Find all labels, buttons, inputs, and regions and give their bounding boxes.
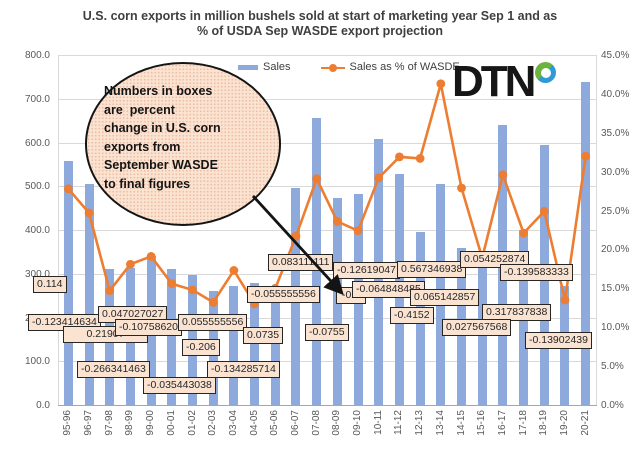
left-axis-tick: 600.0 [24,137,50,149]
x-axis-tick: 97-98 [103,410,115,436]
x-axis-tick: 19-20 [558,410,570,436]
x-axis-tick: 09-10 [352,410,364,436]
x-axis-tick: 12-13 [414,410,426,436]
right-axis-tick: 45.0% [601,50,630,61]
annotation-box: 0.065142857 [410,289,480,306]
left-axis-tick: 0.0 [36,400,50,411]
x-axis-tick: 10-11 [372,410,384,435]
pct-line-point [395,152,404,162]
annotation-box: -0.0755 [305,324,349,341]
x-axis-line [58,405,597,406]
annotation-box: -0.12619047 [333,262,400,279]
gridline [58,361,596,363]
left-axis-tick: 100.0 [24,356,50,368]
legend-item-pct-wasde: Sales as % of WASDE [320,61,460,73]
x-axis-tick: 11-12 [393,410,405,435]
x-axis-tick: 96-97 [83,410,95,436]
x-axis-tick: 06-07 [289,410,301,436]
sales-swatch-icon [238,64,258,70]
annotation-box: 0.0735 [243,327,284,344]
annotation-box: -0.13902439 [525,332,592,349]
x-axis-tick: 05-06 [269,410,281,436]
annotation-box: -0.10758620 [115,319,182,336]
annotation-box: -0.4152 [390,307,434,324]
annotation-box: 0.083111111 [268,254,334,271]
left-axis-tick: 800.0 [24,50,50,61]
dtn-logo-donut-icon [535,62,557,83]
right-axis-tick: 30.0% [601,166,630,178]
left-axis-tick: 700.0 [24,93,50,105]
left-axis-tick: 400.0 [24,225,50,236]
x-axis-tick: 14-15 [455,410,467,436]
callout-text: Numbers in boxes are percent change in U… [104,84,221,191]
dtn-logo-text: DTN [452,57,536,106]
annotation-box: 0.317837838 [482,304,552,321]
annotation-box: -0.035443038 [143,377,216,394]
dtn-logo: DTN [452,57,557,106]
annotation-box: -0.139583333 [500,264,573,281]
plot-border-right [596,55,597,405]
chart-title: U.S. corn exports in million bushels sol… [0,9,640,39]
pct-line-point [457,183,466,193]
sales-bar [270,296,280,405]
right-axis-tick: 0.0% [601,400,624,411]
annotation-box: 0.047027027 [98,306,168,323]
x-axis-tick: 15-16 [476,410,488,436]
gridline [58,317,596,319]
legend-sales-label: Sales [263,61,291,73]
pct-line-point [436,79,446,89]
pct-line-point [415,154,425,163]
right-axis-tick: 40.0% [601,88,630,100]
pct-wasde-swatch-icon [320,63,345,72]
right-axis-tick: 25.0% [601,205,630,217]
chart-title-line2: % of USDA Sep WASDE export projection [196,24,444,38]
annotation-box: -0.206 [182,339,220,356]
gridline [58,55,596,56]
x-axis-tick: 17-18 [517,410,529,436]
left-axis-tick: 500.0 [24,181,50,193]
x-axis-tick: 18-19 [538,410,550,436]
right-axis-tick: 10.0% [601,322,630,334]
x-axis-tick: 16-17 [496,410,508,436]
x-axis-tick: 13-14 [434,410,446,436]
x-axis-tick: 04-05 [248,410,260,436]
annotation-box: -0.266341463 [77,361,150,378]
x-axis-tick: 20-21 [579,410,591,436]
annotation-box: 0.027567568 [442,319,512,336]
x-axis-tick: 95-96 [62,410,74,436]
x-axis-tick: 99-00 [145,410,157,436]
x-axis-tick: 01-02 [186,410,198,436]
x-axis-tick: 02-03 [207,410,219,436]
plot-border-left [58,55,59,405]
legend-pct-wasde-label: Sales as % of WASDE [349,61,460,73]
right-axis-tick: 5.0% [601,361,624,373]
sales-bar [229,286,239,405]
x-axis-tick: 00-01 [165,410,177,436]
legend: Sales Sales as % of WASDE [238,61,460,73]
annotation-box: 0.055555556 [178,314,248,331]
legend-item-sales: Sales [238,61,291,73]
sales-bar [167,269,177,405]
right-axis-tick: 15.0% [601,283,630,295]
right-axis-tick: 35.0% [601,127,630,139]
x-axis-tick: 03-04 [227,410,239,436]
right-axis-tick: 20.0% [601,244,630,256]
annotation-box: -0.134285714 [207,361,280,378]
annotation-box: -0.055555556 [247,286,320,303]
annotation-box: 0.114 [33,276,67,293]
x-axis-tick: 07-08 [310,410,322,436]
sales-bar [581,82,591,405]
annotation-box: 0.567346938 [397,261,467,278]
left-axis-tick: 300.0 [24,268,50,280]
x-axis-tick: 08-09 [331,410,343,436]
x-axis-tick: 98-99 [124,410,136,436]
gridline [58,230,596,231]
chart-title-line1: U.S. corn exports in million bushels sol… [82,9,558,23]
